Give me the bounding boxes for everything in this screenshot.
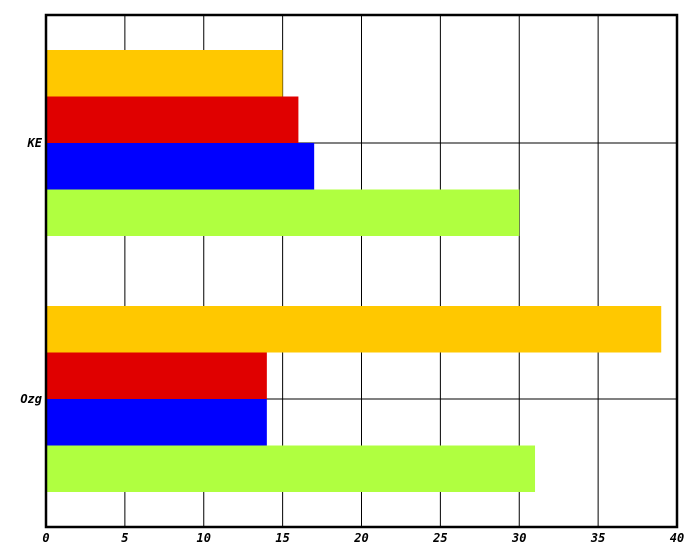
bar-layer: [46, 50, 662, 492]
label-layer: 0 5 10 15 20 25 30 35 40 KE Ozg: [20, 136, 684, 545]
x-tick-label: 5: [121, 531, 128, 545]
category-label: KE: [27, 136, 43, 150]
category-label: Ozg: [20, 392, 42, 406]
bar: [46, 352, 267, 399]
x-tick-label: 40: [670, 531, 684, 545]
bar: [46, 96, 299, 143]
x-tick-label: 20: [353, 531, 368, 545]
plot-border: [44, 13, 679, 529]
x-tick-label: 0: [42, 531, 49, 545]
bar: [46, 399, 267, 446]
bar: [46, 189, 520, 236]
x-tick-label: 30: [511, 531, 526, 545]
bar: [46, 50, 283, 97]
x-tick-label: 35: [590, 531, 605, 545]
x-tick-label: 15: [275, 531, 289, 545]
bar: [46, 306, 662, 353]
bar: [46, 143, 315, 190]
x-tick-label: 10: [197, 531, 211, 545]
bar: [46, 445, 536, 492]
x-tick-label: 25: [432, 531, 447, 545]
plot-frame: [44, 13, 679, 529]
